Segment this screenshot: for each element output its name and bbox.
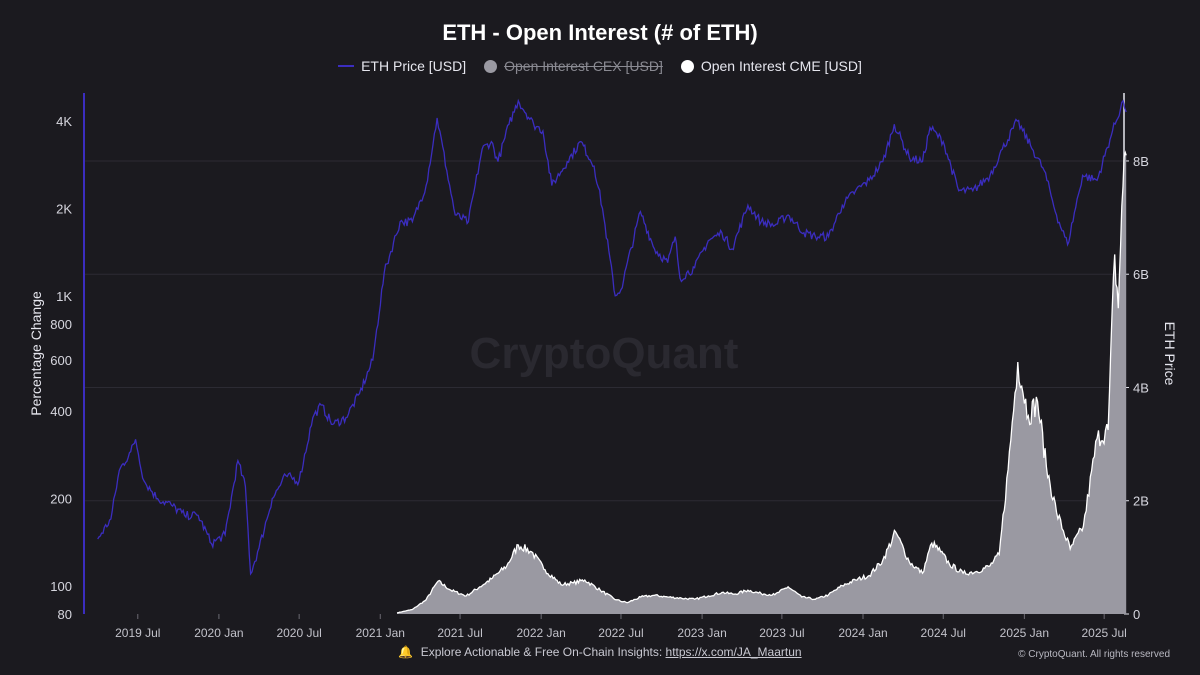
footer-text: Explore Actionable & Free On-Chain Insig…: [420, 645, 663, 659]
left-tick-label: 100: [50, 579, 72, 594]
left-tick-label: 200: [50, 492, 72, 507]
left-tick-label: 80: [58, 607, 72, 622]
x-tick-label: 2022 Jul: [598, 626, 643, 640]
right-tick-label: 2B: [1133, 494, 1149, 509]
dot-marker-icon: [484, 59, 498, 73]
x-tick-label: 2025 Jan: [1000, 626, 1049, 640]
footer: 🔔 Explore Actionable & Free On-Chain Ins…: [0, 645, 1200, 659]
legend-label: Open Interest CEX [USD]: [504, 58, 663, 74]
x-tick-label: 2019 Jul: [115, 626, 160, 640]
legend-item-eth-price[interactable]: ETH Price [USD]: [338, 58, 466, 74]
legend-label: ETH Price [USD]: [361, 58, 467, 74]
x-tick-label: 2023 Jul: [759, 626, 804, 640]
left-tick-label: 1K: [56, 289, 72, 304]
dot-marker-icon: [680, 59, 694, 73]
right-tick-label: 6B: [1133, 267, 1149, 282]
right-axis-title: ETH Price: [1162, 322, 1178, 386]
left-tick-label: 600: [50, 353, 72, 368]
x-tick-label: 2020 Jan: [194, 626, 243, 640]
copyright-text: © CryptoQuant. All rights reserved: [1018, 649, 1170, 660]
series-line-eth-price: [97, 98, 1127, 576]
left-tick-label: 2K: [56, 201, 72, 216]
x-tick-label: 2021 Jan: [356, 626, 405, 640]
x-tick-label: 2020 Jul: [276, 626, 321, 640]
left-tick-label: 400: [50, 404, 72, 419]
series-line-open-interest-cme: [396, 150, 1127, 614]
right-tick-label: 0: [1133, 607, 1140, 622]
left-tick-label: 4K: [56, 114, 72, 129]
left-axis-title: Percentage Change: [28, 291, 44, 416]
legend-item-oi-cme[interactable]: Open Interest CME [USD]: [680, 58, 862, 74]
series-area-open-interest-cme: [397, 152, 1127, 614]
legend-label: Open Interest CME [USD]: [700, 58, 862, 74]
footer-link[interactable]: https://x.com/JA_Maartun: [665, 645, 802, 659]
watermark: CryptoQuant: [470, 329, 739, 378]
x-tick-label: 2024 Jul: [921, 626, 966, 640]
legend: ETH Price [USD] Open Interest CEX [USD] …: [0, 58, 1200, 74]
x-tick-label: 2024 Jan: [838, 626, 887, 640]
left-tick-label: 800: [50, 317, 72, 332]
bell-icon: 🔔: [398, 645, 414, 659]
x-tick-label: 2023 Jan: [677, 626, 726, 640]
x-tick-label: 2022 Jan: [516, 626, 565, 640]
x-tick-label: 2025 Jul: [1081, 626, 1126, 640]
legend-item-oi-cex[interactable]: Open Interest CEX [USD]: [484, 58, 663, 74]
right-tick-label: 4B: [1133, 380, 1149, 395]
line-marker-icon: [338, 65, 355, 67]
x-tick-label: 2021 Jul: [437, 626, 482, 640]
right-tick-label: 8B: [1133, 154, 1149, 169]
chart-title: ETH - Open Interest (# of ETH): [442, 20, 758, 45]
